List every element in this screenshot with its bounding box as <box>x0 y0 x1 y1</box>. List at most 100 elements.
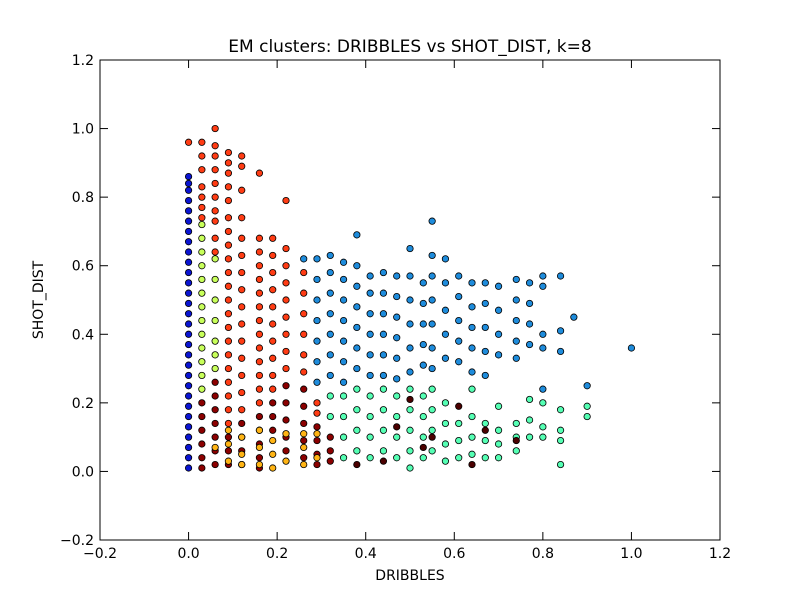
data-point <box>184 217 193 225</box>
data-point <box>366 310 374 318</box>
data-point <box>224 406 233 414</box>
data-point <box>468 323 476 332</box>
data-point <box>339 316 348 325</box>
data-point <box>184 172 193 181</box>
data-point <box>539 272 547 280</box>
data-point <box>184 320 193 328</box>
data-point <box>300 454 308 462</box>
data-point <box>419 454 427 462</box>
data-point <box>224 364 233 373</box>
data-point <box>300 268 308 277</box>
data-point <box>406 320 414 328</box>
data-point <box>583 412 591 421</box>
data-point <box>419 299 427 308</box>
data-point <box>393 272 401 280</box>
data-point <box>525 433 534 441</box>
data-point <box>379 268 388 277</box>
data-point <box>406 272 414 280</box>
data-point <box>198 248 206 256</box>
data-point <box>255 358 264 366</box>
data-point <box>583 402 591 410</box>
data-point <box>419 340 427 349</box>
data-point <box>211 460 219 469</box>
data-point <box>184 454 193 462</box>
data-point <box>184 412 193 421</box>
data-point <box>300 430 308 438</box>
data-point <box>224 296 233 304</box>
data-point <box>238 460 246 469</box>
data-point <box>282 330 290 338</box>
data-point <box>353 364 361 373</box>
data-point <box>326 412 334 421</box>
data-point <box>211 234 219 242</box>
data-point <box>184 423 193 431</box>
data-point <box>198 289 206 297</box>
data-point <box>238 337 246 345</box>
data-point <box>406 395 414 404</box>
data-point <box>339 454 348 462</box>
data-point <box>539 399 547 407</box>
data-point <box>300 402 308 410</box>
data-point <box>481 436 489 445</box>
data-point <box>184 433 193 441</box>
data-point <box>184 207 193 215</box>
data-point <box>441 255 450 263</box>
data-point <box>211 275 219 284</box>
data-point <box>255 460 264 469</box>
data-point <box>393 313 401 321</box>
y-tick-label: 0.8 <box>72 190 94 206</box>
data-point <box>366 412 374 421</box>
data-point <box>326 268 334 277</box>
data-point <box>238 406 246 414</box>
data-point <box>255 443 264 452</box>
data-point <box>211 142 219 150</box>
data-point <box>481 279 489 287</box>
data-point <box>184 361 193 369</box>
data-point <box>393 454 401 462</box>
data-point <box>313 460 321 469</box>
data-point <box>494 426 503 434</box>
data-point <box>428 406 436 414</box>
data-point <box>282 196 290 205</box>
data-point <box>481 454 489 462</box>
data-point <box>198 214 206 222</box>
data-point <box>224 378 233 386</box>
data-point <box>238 268 246 277</box>
data-point <box>494 351 503 359</box>
data-point <box>379 457 388 465</box>
data-point <box>556 327 565 335</box>
data-point <box>198 412 206 421</box>
data-point <box>339 433 348 441</box>
data-point <box>406 368 414 376</box>
cluster-series <box>184 172 193 472</box>
data-point <box>353 460 361 469</box>
data-point <box>211 166 219 174</box>
data-point <box>211 179 219 188</box>
x-axis-title: DRIBBLES <box>375 568 444 584</box>
data-point <box>313 430 321 438</box>
data-point <box>255 371 264 380</box>
data-point <box>184 382 193 390</box>
data-point <box>494 306 503 314</box>
data-point <box>198 262 206 270</box>
data-point <box>211 406 219 414</box>
data-point <box>300 385 308 393</box>
data-point <box>379 426 388 434</box>
data-point <box>556 426 565 434</box>
data-point <box>255 234 264 242</box>
data-point <box>198 138 206 146</box>
data-point <box>224 440 233 448</box>
data-point <box>525 299 534 308</box>
data-point <box>419 320 427 328</box>
data-point <box>184 138 193 146</box>
data-point <box>525 320 534 328</box>
data-point <box>238 433 246 441</box>
data-point <box>326 310 334 318</box>
data-point <box>494 330 503 338</box>
data-point <box>184 402 193 410</box>
y-tick-label: 0.0 <box>72 464 94 480</box>
data-point <box>393 354 401 362</box>
data-point <box>366 289 374 297</box>
data-point <box>393 423 401 431</box>
data-point <box>211 316 219 325</box>
